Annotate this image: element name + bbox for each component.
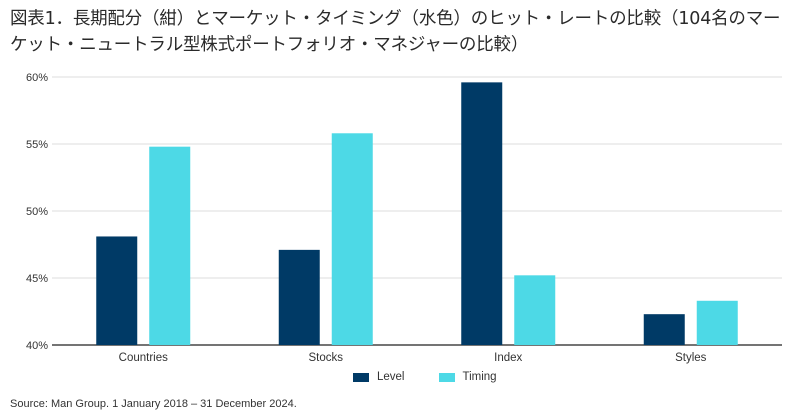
legend-label-timing: Timing — [462, 371, 497, 383]
bar-level-index — [461, 82, 503, 346]
legend-label-level: Level — [377, 371, 405, 383]
bar-level-countries — [96, 236, 138, 345]
y-tick-label: 55% — [26, 139, 48, 151]
bar-chart: 40% 45% 50% 55% 60% Countries Stocks Index Style… — [26, 72, 782, 364]
legend-swatch-timing — [438, 372, 455, 382]
legend-item-timing: Timing — [438, 371, 497, 383]
y-tick-label: 50% — [26, 206, 48, 218]
bar-timing-stocks — [331, 133, 373, 345]
bar-timing-index — [514, 275, 556, 345]
bar-level-stocks — [278, 249, 320, 345]
y-tick-label: 60% — [26, 72, 48, 84]
chart-area: 40% 45% 50% 55% 60% Countries Stocks Index Style… — [0, 60, 800, 390]
legend-item-level: Level — [353, 371, 405, 383]
x-tick-label: Index — [494, 352, 522, 364]
bar-timing-countries — [149, 146, 191, 345]
bar-level-styles — [643, 314, 685, 345]
x-tick-label: Countries — [119, 352, 168, 364]
x-tick-label: Styles — [675, 352, 707, 364]
y-tick-label: 45% — [26, 273, 48, 285]
chart-title: 図表1．長期配分（紺）とマーケット・タイミング（水色）のヒット・レートの比較（1… — [10, 9, 781, 55]
bar-timing-styles — [696, 300, 738, 345]
source-note: Source: Man Group. 1 January 2018 – 31 D… — [10, 398, 297, 410]
legend: Level Timing — [353, 371, 531, 383]
y-tick-label: 40% — [26, 340, 48, 352]
x-tick-label: Stocks — [308, 352, 343, 364]
legend-swatch-level — [353, 372, 369, 382]
